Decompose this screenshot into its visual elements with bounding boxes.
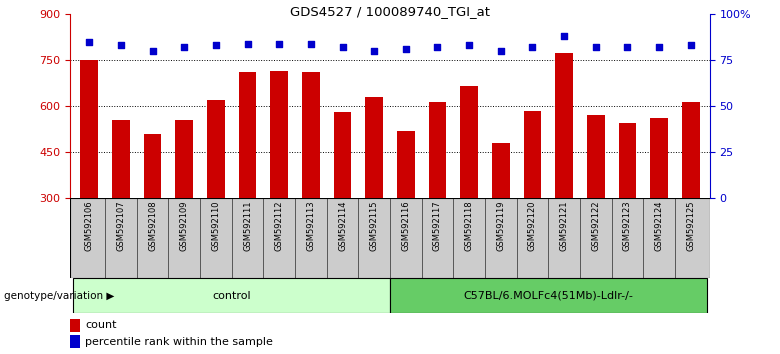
Bar <box>112 120 129 198</box>
Text: GSM592109: GSM592109 <box>179 201 189 251</box>
Text: GSM592108: GSM592108 <box>148 201 157 251</box>
Bar <box>70 335 80 348</box>
Text: GSM592112: GSM592112 <box>275 201 284 251</box>
Point <box>147 48 159 54</box>
Text: C57BL/6.MOLFc4(51Mb)-Ldlr-/-: C57BL/6.MOLFc4(51Mb)-Ldlr-/- <box>463 291 633 301</box>
Text: GSM592116: GSM592116 <box>402 201 410 251</box>
Point <box>526 45 539 50</box>
Point <box>273 41 285 46</box>
Text: GSM592119: GSM592119 <box>496 201 505 251</box>
Text: GSM592123: GSM592123 <box>623 201 632 251</box>
Bar <box>144 134 161 198</box>
Text: genotype/variation ▶: genotype/variation ▶ <box>4 291 115 301</box>
Point <box>115 42 127 48</box>
Bar <box>302 73 320 198</box>
Text: count: count <box>85 320 116 330</box>
Bar <box>524 111 541 198</box>
Bar <box>70 319 80 332</box>
Text: GSM592122: GSM592122 <box>591 201 601 251</box>
Text: GDS4527 / 100089740_TGI_at: GDS4527 / 100089740_TGI_at <box>290 5 490 18</box>
Point <box>685 42 697 48</box>
Point <box>399 46 412 52</box>
Bar <box>334 112 351 198</box>
Bar <box>492 143 509 198</box>
Text: GSM592111: GSM592111 <box>243 201 252 251</box>
Bar <box>651 119 668 198</box>
Text: GSM592110: GSM592110 <box>211 201 221 251</box>
Text: GSM592115: GSM592115 <box>370 201 378 251</box>
Point <box>495 48 507 54</box>
Point <box>368 48 381 54</box>
Bar <box>207 100 225 198</box>
Point <box>178 45 190 50</box>
Point <box>210 42 222 48</box>
Bar <box>555 52 573 198</box>
Text: GSM592118: GSM592118 <box>465 201 473 251</box>
Text: GSM592114: GSM592114 <box>338 201 347 251</box>
Text: control: control <box>212 291 251 301</box>
Bar <box>366 97 383 198</box>
Text: GSM592120: GSM592120 <box>528 201 537 251</box>
Point <box>653 45 665 50</box>
Point <box>463 42 475 48</box>
Text: GSM592113: GSM592113 <box>307 201 315 251</box>
Bar <box>239 73 256 198</box>
Text: GSM592117: GSM592117 <box>433 201 442 251</box>
Bar <box>619 123 636 198</box>
Point <box>241 41 254 46</box>
Text: GSM592106: GSM592106 <box>85 201 94 251</box>
FancyBboxPatch shape <box>73 278 390 313</box>
Bar <box>460 86 478 198</box>
Bar <box>397 131 414 198</box>
Point <box>336 45 349 50</box>
Text: GSM592107: GSM592107 <box>116 201 126 251</box>
Bar <box>429 102 446 198</box>
Bar <box>271 71 288 198</box>
Bar <box>176 120 193 198</box>
Point <box>305 41 317 46</box>
Point <box>621 45 633 50</box>
Text: GSM592121: GSM592121 <box>559 201 569 251</box>
Point <box>558 33 570 39</box>
Point <box>83 39 95 45</box>
FancyBboxPatch shape <box>70 198 710 278</box>
Text: percentile rank within the sample: percentile rank within the sample <box>85 337 273 347</box>
FancyBboxPatch shape <box>390 278 707 313</box>
Bar <box>587 115 604 198</box>
Text: GSM592124: GSM592124 <box>654 201 664 251</box>
Text: GSM592125: GSM592125 <box>686 201 695 251</box>
Bar <box>80 60 98 198</box>
Point <box>431 45 444 50</box>
Bar <box>682 102 700 198</box>
Point <box>590 45 602 50</box>
